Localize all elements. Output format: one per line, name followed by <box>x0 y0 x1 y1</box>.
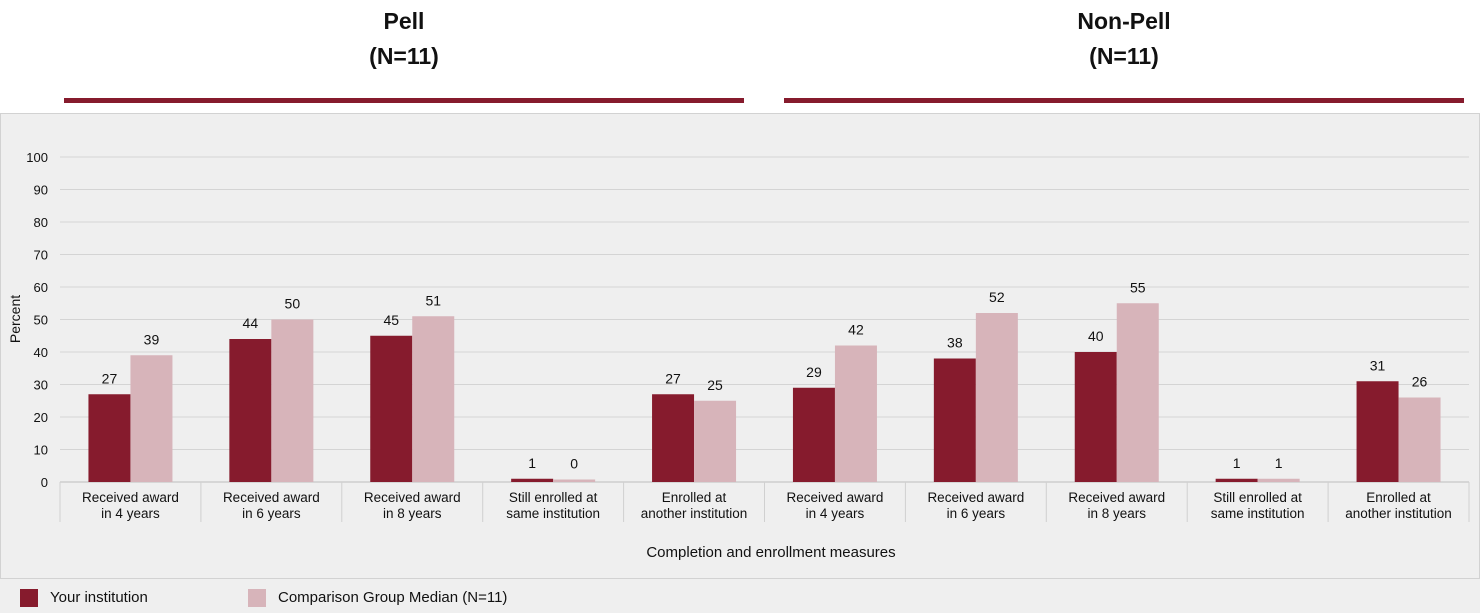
y-tick-label-30: 30 <box>34 378 48 393</box>
group-header-nonpell: Non-Pell (N=11) <box>784 4 1464 74</box>
value-label-institution-3: 1 <box>528 455 536 471</box>
value-label-institution-5: 29 <box>806 364 822 380</box>
value-label-comparison-8: 1 <box>1275 455 1283 471</box>
bar-institution-8 <box>1215 478 1258 482</box>
y-tick-label-90: 90 <box>34 183 48 198</box>
y-tick-label-50: 50 <box>34 313 48 328</box>
value-label-institution-7: 40 <box>1088 328 1104 344</box>
y-tick-label-20: 20 <box>34 410 48 425</box>
y-tick-label-80: 80 <box>34 215 48 230</box>
bar-comparison-5 <box>834 345 877 482</box>
legend-swatch-institution <box>20 589 38 607</box>
category-label-9-line2: another institution <box>1345 506 1452 521</box>
bar-institution-2 <box>370 335 413 482</box>
legend: Your institution Comparison Group Median… <box>0 578 1480 613</box>
bar-institution-9 <box>1356 381 1399 482</box>
bar-comparison-2 <box>412 316 455 482</box>
value-label-comparison-5: 42 <box>848 322 864 338</box>
category-label-2-line2: in 8 years <box>383 506 442 521</box>
x-axis-title: Completion and enrollment measures <box>646 544 895 561</box>
bar-institution-4 <box>652 394 695 482</box>
value-label-institution-9: 31 <box>1370 357 1386 373</box>
bar-comparison-3 <box>553 479 596 482</box>
value-label-comparison-1: 50 <box>285 296 301 312</box>
y-tick-label-70: 70 <box>34 248 48 263</box>
group-header-pell: Pell (N=11) <box>64 4 744 74</box>
category-label-3-line2: same institution <box>506 506 600 521</box>
category-label-7-line2: in 8 years <box>1087 506 1146 521</box>
category-label-8-line2: same institution <box>1211 506 1305 521</box>
value-label-comparison-4: 25 <box>707 377 723 393</box>
category-label-0-line2: in 4 years <box>101 506 160 521</box>
legend-swatch-comparison <box>248 589 266 607</box>
value-label-comparison-7: 55 <box>1130 279 1146 295</box>
group-title-nonpell: Non-Pell <box>1077 8 1171 34</box>
value-label-comparison-9: 26 <box>1412 374 1428 390</box>
group-rule-nonpell <box>784 98 1464 103</box>
category-label-9-line1: Enrolled at <box>1366 490 1431 505</box>
bar-comparison-6 <box>975 313 1018 482</box>
bar-comparison-0 <box>130 355 173 482</box>
category-label-3-line1: Still enrolled at <box>509 490 598 505</box>
bar-comparison-1 <box>271 319 314 482</box>
y-tick-label-0: 0 <box>41 475 48 490</box>
group-title-pell: Pell <box>383 8 425 34</box>
group-rule-pell <box>64 98 744 103</box>
bar-institution-1 <box>229 339 272 482</box>
category-label-4-line1: Enrolled at <box>662 490 727 505</box>
y-tick-label-60: 60 <box>34 280 48 295</box>
category-label-1-line2: in 6 years <box>242 506 301 521</box>
bar-institution-5 <box>792 387 835 482</box>
category-label-5-line2: in 4 years <box>806 506 865 521</box>
value-label-institution-1: 44 <box>243 315 259 331</box>
category-label-8-line1: Still enrolled at <box>1213 490 1302 505</box>
value-label-comparison-2: 51 <box>425 292 441 308</box>
bar-comparison-7 <box>1116 303 1159 482</box>
bar-institution-6 <box>933 358 976 482</box>
category-label-7-line1: Received award <box>1068 490 1165 505</box>
group-subtitle-pell: (N=11) <box>369 43 439 69</box>
value-label-institution-2: 45 <box>383 312 399 328</box>
category-label-0-line1: Received award <box>82 490 179 505</box>
value-label-institution-6: 38 <box>947 335 963 351</box>
bar-comparison-4 <box>694 400 737 482</box>
bar-institution-0 <box>88 394 131 482</box>
value-label-institution-8: 1 <box>1233 455 1241 471</box>
value-label-comparison-6: 52 <box>989 289 1005 305</box>
value-label-institution-4: 27 <box>665 370 681 386</box>
legend-label-comparison: Comparison Group Median (N=11) <box>278 589 508 606</box>
legend-item-institution: Your institution <box>20 589 148 607</box>
category-label-6-line2: in 6 years <box>947 506 1006 521</box>
category-label-4-line2: another institution <box>641 506 748 521</box>
y-tick-label-40: 40 <box>34 345 48 360</box>
y-tick-label-100: 100 <box>26 150 48 165</box>
y-tick-label-10: 10 <box>34 443 48 458</box>
category-label-5-line1: Received award <box>787 490 884 505</box>
y-axis-title: Percent <box>7 295 23 343</box>
chart-panel: 0 10 20 30 40 50 60 70 80 90 100 27 39 Received award… <box>0 113 1480 579</box>
group-subtitle-nonpell: (N=11) <box>1089 43 1159 69</box>
legend-item-comparison: Comparison Group Median (N=11) <box>248 589 507 607</box>
bar-institution-7 <box>1074 352 1117 482</box>
bar-institution-3 <box>511 478 554 482</box>
category-label-1-line1: Received award <box>223 490 320 505</box>
bar-comparison-9 <box>1398 397 1441 482</box>
value-label-comparison-0: 39 <box>144 331 160 347</box>
category-label-2-line1: Received award <box>364 490 461 505</box>
category-label-6-line1: Received award <box>927 490 1024 505</box>
bar-comparison-8 <box>1257 478 1300 482</box>
legend-label-institution: Your institution <box>50 589 148 606</box>
value-label-institution-0: 27 <box>102 370 118 386</box>
value-label-comparison-3: 0 <box>570 456 578 472</box>
